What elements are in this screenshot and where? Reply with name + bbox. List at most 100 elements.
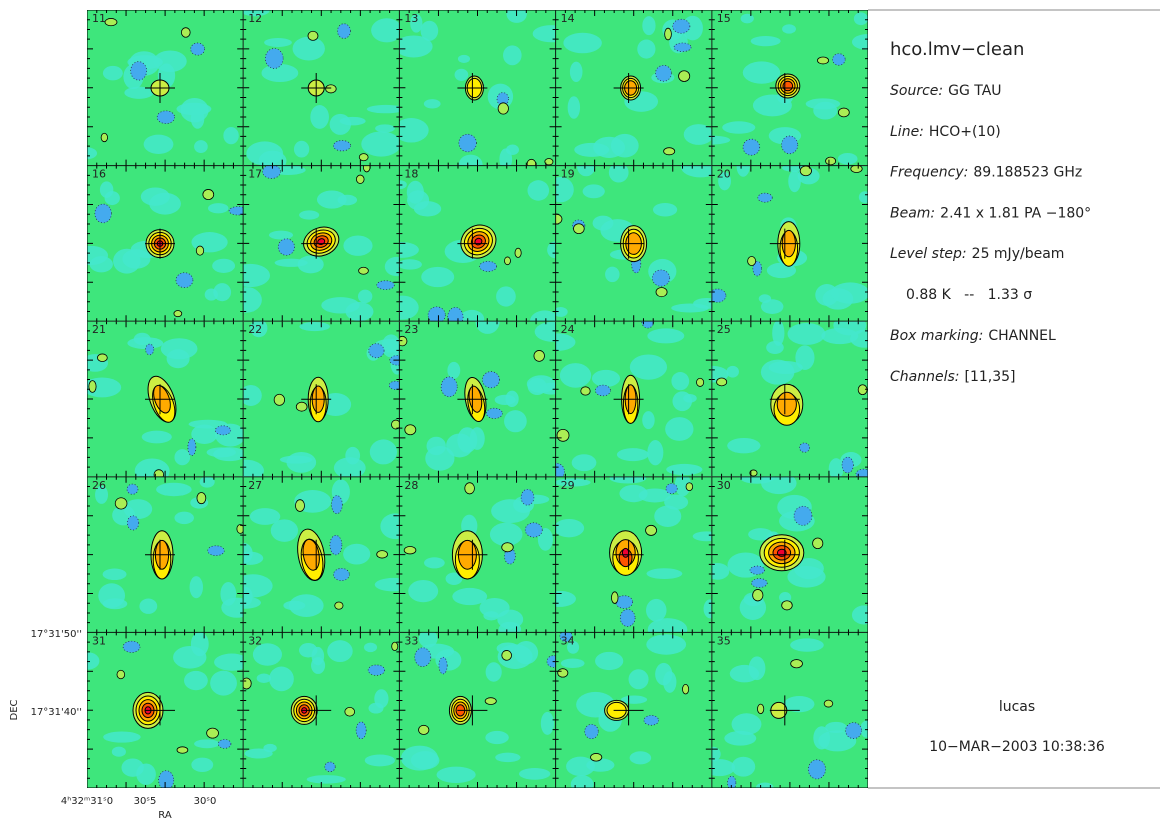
noise-blob (788, 323, 826, 345)
contour-blob (498, 103, 508, 114)
noise-blob (424, 557, 445, 568)
noise-blob (504, 410, 527, 432)
negative-blob (95, 204, 112, 223)
contour-blob (502, 650, 512, 660)
noise-blob (458, 55, 470, 63)
noise-blob (761, 360, 795, 385)
noise-blob (358, 290, 372, 304)
noise-blob (210, 671, 237, 696)
negative-blob (782, 136, 798, 154)
panel-label: 21 (92, 323, 106, 336)
noise-blob (506, 145, 519, 155)
noise-blob (327, 640, 352, 662)
negative-blob (846, 723, 862, 739)
contour-blob (782, 601, 793, 610)
ra-tick-label: 30ˢ0 (194, 796, 217, 807)
noise-blob (447, 362, 460, 379)
noise-blob (103, 66, 123, 81)
contour-blob (308, 31, 318, 40)
noise-blob (486, 662, 502, 681)
negative-blob (131, 62, 147, 81)
panel: 35 (704, 632, 874, 792)
panel-label: 30 (717, 479, 731, 492)
noise-blob (370, 439, 397, 464)
contour-blob (359, 267, 369, 274)
info-label: Level step: (890, 246, 967, 262)
contour-blob (392, 642, 398, 650)
contour-blob (757, 704, 763, 714)
contour-blob (748, 257, 756, 266)
noise-blob (605, 267, 619, 282)
contour-blob (97, 354, 107, 362)
contour-blob (274, 394, 284, 405)
noise-blob (483, 611, 499, 620)
noise-blob (283, 601, 305, 611)
panel-label: 17 (248, 168, 262, 181)
contour-blob (534, 350, 545, 361)
noise-blob (496, 286, 516, 306)
panel-label: 33 (404, 634, 418, 647)
info-line: Channels:[11,35] (890, 369, 1016, 385)
noise-blob (772, 320, 784, 346)
negative-blob (377, 281, 395, 290)
negative-blob (368, 665, 384, 675)
noise-blob (343, 544, 370, 565)
negative-blob (486, 408, 502, 418)
negative-blob (439, 657, 447, 674)
noise-blob (200, 476, 215, 487)
negative-blob (673, 19, 690, 33)
panel: 28 (399, 477, 555, 637)
negative-blob (123, 641, 140, 652)
noise-blob (560, 363, 591, 388)
noise-blob (831, 282, 869, 303)
negative-blob (369, 344, 384, 358)
contour-blob (515, 248, 521, 257)
contour-blob (557, 429, 569, 441)
info-label: Channels: (890, 369, 960, 385)
negative-blob (332, 496, 343, 514)
noise-blob (184, 671, 208, 690)
noise-blob (330, 114, 351, 135)
negative-blob (480, 261, 497, 271)
panel: 13 (394, 5, 571, 175)
panel-label: 19 (561, 168, 575, 181)
noise-blob (112, 747, 126, 757)
negative-blob (585, 724, 599, 738)
noise-blob (572, 454, 597, 471)
noise-blob (850, 330, 879, 348)
noise-blob (813, 102, 837, 120)
noise-blob (190, 576, 203, 598)
negative-blob (758, 193, 772, 202)
panel-label: 25 (717, 323, 731, 336)
negative-blob (808, 760, 825, 779)
contour-blob (295, 500, 304, 512)
panel-label: 32 (248, 634, 262, 647)
contour-blob (177, 747, 188, 753)
contour-blob (686, 483, 693, 491)
negative-blob (652, 270, 669, 286)
panel-label: 26 (92, 479, 106, 492)
info-line: Level step:25 mJy/beam (890, 246, 1064, 262)
noise-blob (408, 580, 438, 602)
negative-blob (333, 141, 350, 151)
source-contour (622, 548, 628, 557)
noise-blob (790, 638, 824, 651)
negative-blob (842, 457, 853, 473)
panel: 26 (87, 476, 252, 632)
panel-label: 13 (404, 12, 418, 25)
info-line: Source:GG TAU (890, 83, 1002, 99)
panel-label: 28 (404, 479, 418, 492)
channel-map: 1112131415161718192021222324252627282930… (0, 0, 1160, 823)
negative-blob (215, 426, 230, 435)
panel-label: 34 (561, 634, 575, 647)
noise-blob (293, 37, 325, 61)
contour-blob (335, 602, 343, 609)
contour-blob (581, 387, 590, 395)
noise-blob (294, 141, 309, 158)
contour-blob (174, 310, 182, 316)
panel: 24 (539, 315, 712, 480)
contour-blob (405, 425, 416, 435)
noise-blob (374, 689, 388, 708)
contour-blob (105, 18, 117, 25)
